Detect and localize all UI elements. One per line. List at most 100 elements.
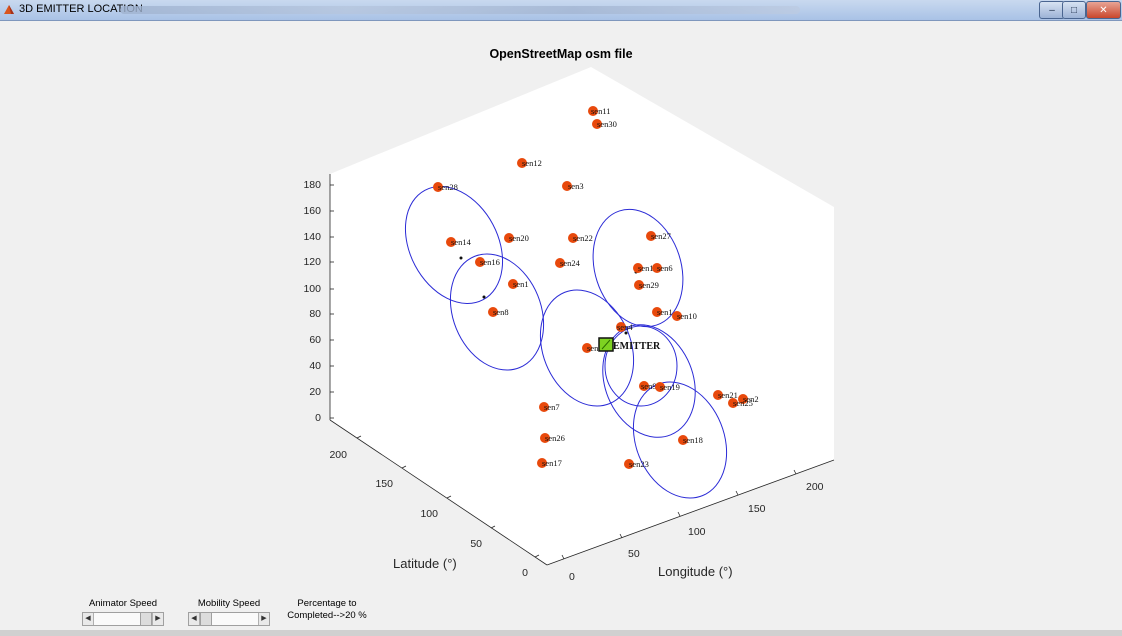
mobility-speed-slider[interactable]: ◀ ▶ xyxy=(188,612,270,626)
range-ellipse xyxy=(592,208,684,328)
matlab-app-icon xyxy=(4,5,14,14)
sensor-label: sen19 xyxy=(660,382,680,392)
sensor-sen20[interactable]: sen20 xyxy=(504,233,529,243)
sensor-label: sen30 xyxy=(597,119,617,129)
slider-thumb[interactable] xyxy=(200,613,212,625)
range-ellipse xyxy=(449,253,545,371)
z-tick: 120 xyxy=(303,256,321,268)
sensor-sen4[interactable]: sen4 xyxy=(616,322,633,332)
z-tick: 60 xyxy=(309,334,321,346)
sensor-label: sen14 xyxy=(451,237,472,247)
lat-tick: 100 xyxy=(420,508,438,520)
sensor-label: sen1 xyxy=(657,307,673,317)
sensor-sen30[interactable]: sen30 xyxy=(592,119,617,129)
mobility-speed-label: Mobility Speed xyxy=(197,598,261,609)
close-button[interactable]: ✕ xyxy=(1086,1,1121,19)
x-axis-label: Longitude (°) xyxy=(658,564,733,579)
z-tick: 40 xyxy=(309,360,321,372)
lon-tick: 50 xyxy=(628,548,640,560)
sensor-label: sen18 xyxy=(683,435,703,445)
sensor-label: sen3 xyxy=(568,181,584,191)
lat-tick: 200 xyxy=(329,449,347,461)
range-ellipse xyxy=(539,289,635,407)
percentage-line1: Percentage to xyxy=(297,598,357,609)
sensor-label: sen26 xyxy=(545,433,565,443)
sensor-sen1[interactable]: sen1 xyxy=(508,279,529,289)
lon-axis-ticks: 0 50 100 150 200 xyxy=(569,481,824,583)
plot-title: OpenStreetMap osm file xyxy=(489,47,633,61)
sensor-label: sen25 xyxy=(733,398,753,408)
sensor-sen5[interactable]: sen xyxy=(582,343,599,353)
range-ellipse xyxy=(404,185,504,305)
sensor-sen22[interactable]: sen22 xyxy=(568,233,593,243)
range-ellipse xyxy=(604,325,678,407)
lon-tick: 100 xyxy=(688,526,706,538)
window-titlebar: 3D EMITTER LOCATION – □ ✕ xyxy=(0,0,1122,21)
sensor-sen12[interactable]: sen12 xyxy=(517,158,542,168)
animator-speed-label: Animator Speed xyxy=(88,598,158,609)
sensor-sen24[interactable]: sen24 xyxy=(555,258,581,268)
lat-tick: 150 xyxy=(375,478,393,490)
z-tick: 140 xyxy=(303,231,321,243)
percentage-line2: Completed-->20 % xyxy=(287,610,367,621)
slider-right-arrow-icon[interactable]: ▶ xyxy=(258,613,269,625)
sensor-sen2[interactable]: sen2 xyxy=(738,394,759,404)
sensor-sen28[interactable]: sen28 xyxy=(433,182,458,192)
z-tick: 0 xyxy=(315,412,321,424)
lon-tick: 150 xyxy=(748,503,766,515)
sensor-sen7[interactable]: sen7 xyxy=(539,402,560,412)
sensor-label: sen27 xyxy=(651,231,671,241)
sensor-sen9[interactable]: sen9 xyxy=(639,381,657,391)
sensor-label: sen23 xyxy=(629,459,649,469)
sensor-sen25[interactable]: sen25 xyxy=(728,398,753,408)
sensor-sen11[interactable]: sen11 xyxy=(588,106,611,116)
z-axis-ticks: 0 20 40 60 80 100 120 140 160 180 xyxy=(303,179,321,424)
sensor-sen14[interactable]: sen14 xyxy=(446,237,472,247)
sensor-label: sen10 xyxy=(677,311,697,321)
slider-left-arrow-icon[interactable]: ◀ xyxy=(189,613,200,625)
plot-area xyxy=(330,67,834,565)
sensor-sen17[interactable]: sen17 xyxy=(537,458,562,468)
sensor-label: sen1 xyxy=(513,279,529,289)
sensor-label: sen16 xyxy=(480,257,500,267)
sensor-markers: sen11 sen30 sen12 sen3 sen28 sen14 sen20… xyxy=(433,106,759,469)
sensor-sen15[interactable]: sen1 xyxy=(652,307,673,317)
sensor-sen18[interactable]: sen18 xyxy=(678,435,703,445)
controls-panel: Animator Speed ◀ ▶ Mobility Speed ◀ ▶ Pe… xyxy=(0,592,1122,636)
minimize-button[interactable]: – xyxy=(1039,1,1065,19)
slider-right-arrow-icon[interactable]: ▶ xyxy=(152,613,163,625)
slider-thumb[interactable] xyxy=(140,613,152,625)
sensor-label: sen29 xyxy=(639,280,659,290)
z-tick: 80 xyxy=(309,308,321,320)
sensor-label: sen6 xyxy=(657,263,673,273)
sensor-label: sen28 xyxy=(438,182,458,192)
emitter-marker[interactable]: EMITTER xyxy=(598,337,661,352)
sensor-label: sen11 xyxy=(591,106,611,116)
maximize-button[interactable]: □ xyxy=(1062,1,1086,19)
sensor-sen3[interactable]: sen3 xyxy=(562,181,584,191)
sensor-sen27[interactable]: sen27 xyxy=(646,231,671,241)
z-tick: 20 xyxy=(309,386,321,398)
emitter-label: EMITTER xyxy=(613,341,661,352)
sensor-sen13[interactable]: sen1 xyxy=(633,263,654,273)
sensor-sen23[interactable]: sen23 xyxy=(624,459,649,469)
sensor-sen16[interactable]: sen16 xyxy=(475,257,500,267)
plot-axes[interactable]: 0 20 40 60 80 100 120 140 160 180 0 50 1… xyxy=(0,20,1122,590)
sensor-label: sen17 xyxy=(542,458,562,468)
sensor-sen19[interactable]: sen19 xyxy=(655,382,680,392)
sensor-sen21[interactable]: sen21 xyxy=(713,390,738,400)
sensor-sen8[interactable]: sen8 xyxy=(488,307,509,317)
sensor-label: sen xyxy=(587,343,599,353)
sensor-sen26[interactable]: sen26 xyxy=(540,433,565,443)
sensor-sen6[interactable]: sen6 xyxy=(652,263,673,273)
sensor-sen10[interactable]: sen10 xyxy=(672,311,697,321)
sensor-label: sen22 xyxy=(573,233,593,243)
animator-speed-slider[interactable]: ◀ ▶ xyxy=(82,612,164,626)
slider-left-arrow-icon[interactable]: ◀ xyxy=(83,613,94,625)
sensor-label: sen21 xyxy=(718,390,738,400)
range-ellipse xyxy=(602,324,696,438)
sensor-label: sen2 xyxy=(743,394,759,404)
lon-axis-line xyxy=(546,459,835,566)
sensor-sen29[interactable]: sen29 xyxy=(634,280,659,290)
sensor-label: sen7 xyxy=(544,402,560,412)
